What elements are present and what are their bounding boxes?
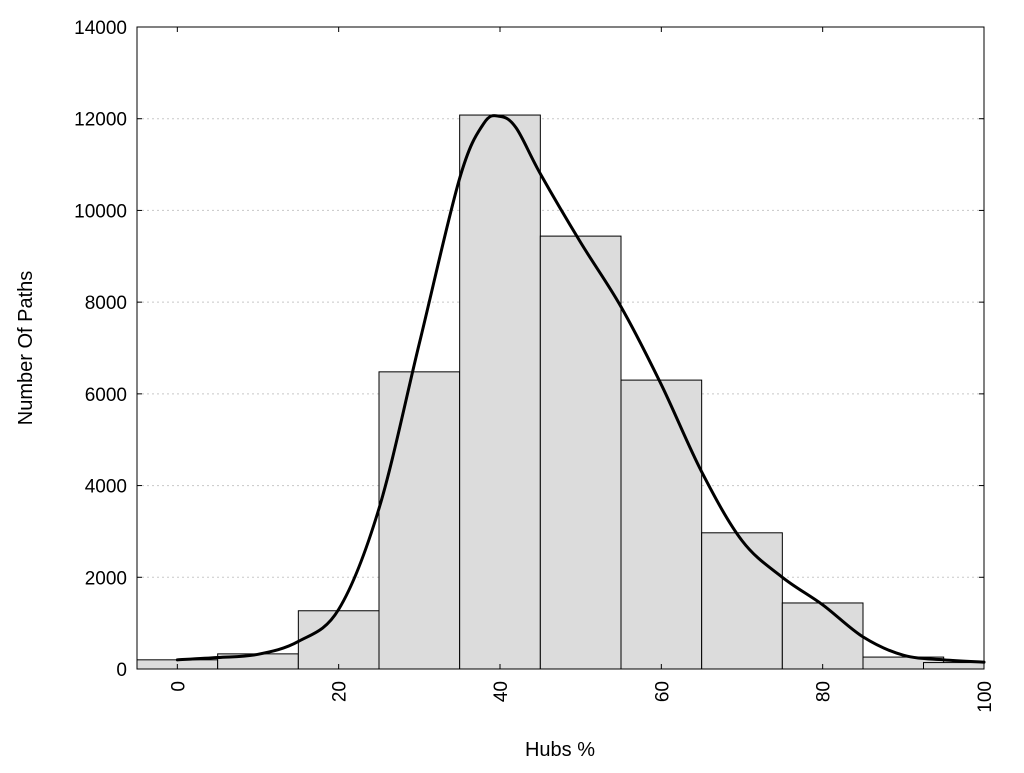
y-tick-label-6000: 6000 — [85, 385, 127, 406]
y-tick-label-4000: 4000 — [85, 477, 127, 498]
histogram-bar-5 — [539, 235, 622, 670]
y-tick-label-2000: 2000 — [85, 568, 127, 589]
x-tick-label-20: 20 — [330, 681, 351, 702]
histogram-bar-10 — [923, 662, 985, 670]
histogram-bar-3 — [378, 371, 461, 670]
histogram-bar-2 — [297, 610, 380, 670]
x-tick-label-0: 0 — [168, 681, 189, 692]
density-curve — [175, 114, 986, 664]
histogram-bar-4 — [459, 114, 541, 670]
y-tick-label-14000: 14000 — [74, 18, 127, 39]
plot-frame — [136, 26, 985, 670]
y-tick-label-10000: 10000 — [74, 201, 127, 222]
x-tick-label-40: 40 — [491, 681, 512, 702]
y-tick-label-8000: 8000 — [85, 293, 127, 314]
y-axis-title: Number Of Paths — [15, 271, 37, 426]
x-axis-ticks: 0 20 40 60 80 100 — [168, 27, 996, 713]
y-axis-ticks: 0 2000 4000 6000 8000 10000 12000 14000 — [74, 18, 984, 681]
x-tick-label-80: 80 — [814, 681, 835, 702]
histogram-bar-7 — [701, 532, 783, 670]
y-tick-label-0: 0 — [116, 660, 127, 681]
density-curve-group — [175, 114, 986, 664]
histogram-bars — [136, 114, 985, 670]
x-tick-label-60: 60 — [652, 681, 673, 702]
histogram-bar-6 — [620, 379, 703, 670]
x-tick-label-100: 100 — [975, 681, 996, 713]
histogram-bar-8 — [781, 602, 864, 670]
gridlines — [137, 118, 984, 578]
x-axis-title: Hubs % — [525, 739, 595, 761]
y-tick-label-12000: 12000 — [74, 110, 127, 131]
